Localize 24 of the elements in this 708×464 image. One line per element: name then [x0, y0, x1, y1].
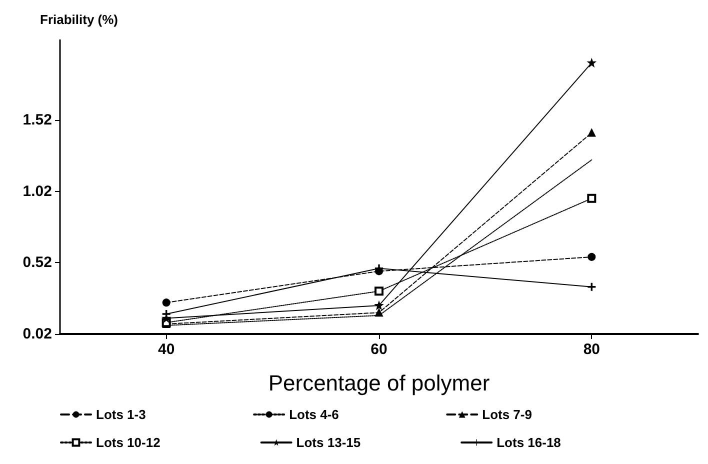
x-tick-label: 40 — [158, 341, 175, 358]
legend-label: Lots 13-15 — [296, 435, 361, 450]
x-tick-label: 60 — [370, 341, 388, 358]
point — [588, 58, 596, 67]
legend-label: Lots 10-12 — [96, 435, 160, 450]
point — [588, 282, 596, 291]
y-tick-label: 0.52 — [22, 254, 52, 272]
x-axis-title: Percentage of polymer — [268, 370, 490, 396]
y-tick-label: 0.02 — [22, 326, 52, 342]
point — [375, 301, 383, 310]
legend-label: Lots 1-3 — [96, 407, 154, 422]
y-tick-label: 1.52 — [22, 111, 52, 128]
point — [588, 252, 596, 261]
point — [588, 128, 596, 137]
y-axis-title: Friability (%) — [40, 12, 118, 27]
legend-label: Lots 4-6 — [289, 407, 346, 422]
point — [587, 194, 596, 203]
legend-label: Lots 7-9 — [482, 407, 540, 422]
point — [374, 286, 384, 296]
point — [375, 308, 383, 317]
legend-label: Lots 16-18 — [496, 435, 561, 450]
y-tick-label: 1.02 — [22, 182, 52, 200]
point — [162, 298, 170, 307]
x-tick-label: 80 — [583, 341, 600, 358]
